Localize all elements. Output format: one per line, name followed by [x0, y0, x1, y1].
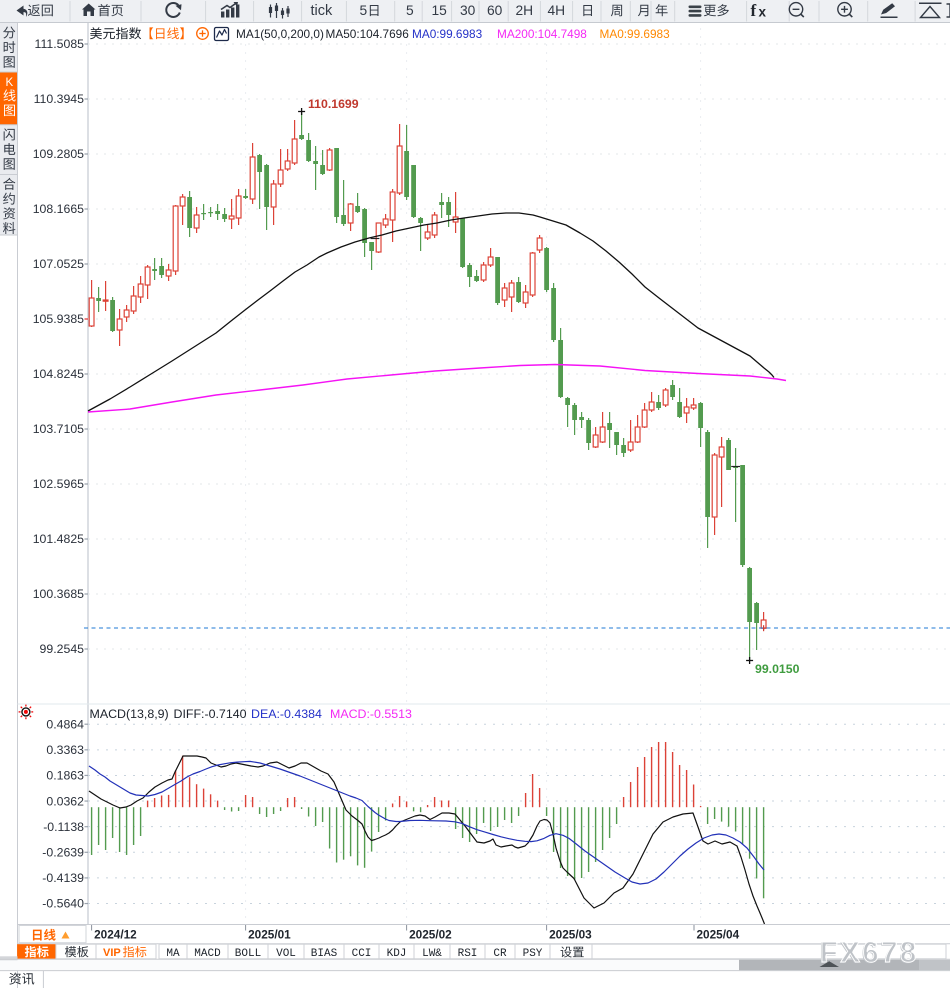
svg-text:KDJ: KDJ	[387, 948, 407, 960]
svg-text:101.4825: 101.4825	[33, 532, 84, 546]
svg-text:2025/04: 2025/04	[697, 928, 740, 942]
svg-text:60: 60	[487, 3, 503, 18]
svg-text:108.1665: 108.1665	[33, 202, 84, 216]
svg-text:-0.5640: -0.5640	[42, 897, 84, 911]
svg-text:99.0150: 99.0150	[755, 662, 800, 676]
svg-text:0.4864: 0.4864	[46, 717, 84, 731]
svg-text:110.1699: 110.1699	[308, 97, 359, 111]
svg-text:BOLL: BOLL	[235, 948, 261, 960]
svg-text:111.5085: 111.5085	[35, 37, 85, 51]
svg-text:104.8245: 104.8245	[33, 367, 84, 381]
svg-text:2024/12: 2024/12	[94, 928, 137, 942]
svg-text:2025/01: 2025/01	[248, 928, 291, 942]
svg-text:15: 15	[432, 3, 448, 18]
svg-text:CCI: CCI	[352, 948, 372, 960]
svg-text:K: K	[6, 77, 14, 89]
svg-text:109.2805: 109.2805	[33, 147, 84, 161]
svg-text:MA200:104.7498: MA200:104.7498	[497, 27, 587, 41]
svg-text:110.3945: 110.3945	[34, 92, 85, 106]
svg-text:105.9385: 105.9385	[33, 312, 84, 326]
svg-text:2H: 2H	[516, 3, 534, 18]
svg-text:2025/03: 2025/03	[549, 928, 592, 942]
svg-text:0.3363: 0.3363	[46, 743, 84, 757]
svg-text:BIAS: BIAS	[311, 948, 338, 960]
svg-text:100.3685: 100.3685	[33, 587, 84, 601]
svg-text:102.5965: 102.5965	[33, 477, 84, 491]
svg-text:MACD:-0.5513: MACD:-0.5513	[330, 707, 412, 721]
svg-text:107.0525: 107.0525	[33, 257, 84, 271]
svg-text:2025/02: 2025/02	[409, 928, 452, 942]
svg-text:tick: tick	[311, 3, 334, 19]
svg-text:PSY: PSY	[523, 948, 543, 960]
svg-text:VOL: VOL	[276, 948, 296, 960]
svg-text:MACD: MACD	[194, 948, 221, 960]
svg-text:FX678: FX678	[819, 937, 918, 970]
svg-text:5: 5	[406, 3, 414, 18]
svg-text:DEA:-0.4384: DEA:-0.4384	[251, 707, 322, 721]
svg-text:99.2545: 99.2545	[40, 642, 85, 656]
svg-text:f: f	[751, 1, 757, 20]
svg-text:CR: CR	[493, 948, 507, 960]
svg-text:LW&: LW&	[422, 948, 442, 960]
svg-text:MA0:99.6983: MA0:99.6983	[600, 27, 671, 41]
svg-text:MA1(50,0,200,0): MA1(50,0,200,0)	[236, 27, 324, 41]
svg-text:103.7105: 103.7105	[33, 422, 84, 436]
svg-text:VIP: VIP	[103, 947, 121, 959]
svg-text:MA50:104.7696: MA50:104.7696	[326, 27, 410, 41]
svg-text:-0.2639: -0.2639	[42, 846, 84, 860]
svg-text:-0.1138: -0.1138	[43, 820, 84, 834]
svg-text:30: 30	[460, 3, 476, 18]
svg-text:MA0:99.6983: MA0:99.6983	[412, 27, 483, 41]
svg-text:RSI: RSI	[458, 948, 478, 960]
svg-text:0.1863: 0.1863	[46, 769, 84, 783]
svg-text:x: x	[759, 5, 767, 20]
svg-text:MACD(13,8,9): MACD(13,8,9)	[90, 707, 169, 721]
svg-text:DIFF:-0.7140: DIFF:-0.7140	[174, 707, 247, 721]
svg-text:0.0362: 0.0362	[46, 794, 84, 808]
svg-text:4H: 4H	[548, 3, 566, 18]
svg-text:5: 5	[360, 3, 368, 18]
svg-text:FX678: FX678	[820, 936, 919, 969]
svg-text:-0.4139: -0.4139	[42, 871, 84, 885]
svg-text:MA: MA	[166, 948, 180, 960]
